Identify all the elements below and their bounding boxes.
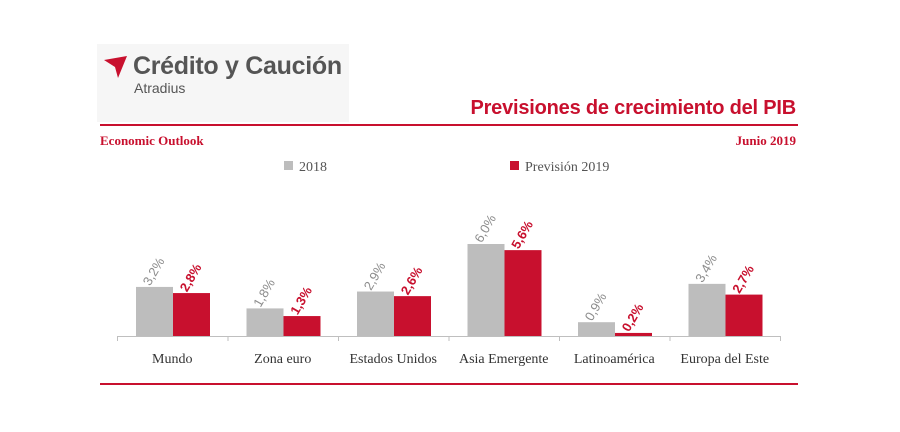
bar-2018 bbox=[688, 283, 726, 336]
bar-2019 bbox=[173, 293, 210, 336]
legend-label-2019: Previsión 2019 bbox=[525, 160, 610, 175]
brand-name: Crédito y Caución bbox=[133, 52, 342, 80]
logo-arrow-icon bbox=[104, 56, 127, 78]
data-label-2019: 5,6% bbox=[508, 218, 536, 252]
legend-item-2019: Previsión 2019 bbox=[510, 160, 609, 176]
data-label-2019: 2,8% bbox=[177, 261, 205, 295]
category-label: Estados Unidos bbox=[350, 352, 438, 367]
data-label-2018: 3,4% bbox=[692, 251, 720, 285]
bar-2019 bbox=[283, 316, 321, 336]
bar-2018 bbox=[246, 308, 284, 336]
category-label: Europa del Este bbox=[680, 352, 769, 367]
data-label-2018: 2,9% bbox=[361, 259, 389, 293]
bottom-divider bbox=[100, 383, 798, 385]
bar-2018 bbox=[357, 291, 394, 336]
data-label-2018: 3,2% bbox=[140, 254, 168, 288]
category-label: Mundo bbox=[152, 352, 192, 367]
data-label-2018: 1,8% bbox=[250, 276, 278, 310]
data-label-2018: 6,0% bbox=[471, 212, 499, 246]
chart-title: Previsiones de crecimiento del PIB bbox=[470, 97, 796, 119]
category-label: Asia Emergente bbox=[459, 352, 549, 367]
legend-label-2018: 2018 bbox=[299, 160, 327, 175]
bar-2018 bbox=[136, 286, 173, 336]
legend-swatch-2018 bbox=[284, 161, 293, 170]
bar-2019 bbox=[615, 332, 652, 336]
logo: Crédito y Caución Atradius bbox=[97, 44, 349, 122]
bar-2019 bbox=[725, 294, 763, 336]
bar-2018 bbox=[578, 322, 615, 336]
category-label: Zona euro bbox=[254, 352, 311, 367]
data-label-2019: 2,6% bbox=[398, 264, 426, 298]
top-divider bbox=[100, 124, 798, 126]
date-label: Junio 2019 bbox=[735, 133, 796, 148]
bar-2019 bbox=[394, 296, 431, 336]
data-label-2019: 0,2% bbox=[619, 300, 647, 334]
bar-2018 bbox=[467, 244, 505, 336]
data-label-2019: 1,3% bbox=[287, 284, 315, 318]
brand-sub: Atradius bbox=[134, 80, 186, 96]
legend-swatch-2019 bbox=[510, 161, 519, 170]
data-label-2018: 0,9% bbox=[582, 290, 610, 324]
legend-item-2018: 2018 bbox=[284, 160, 327, 176]
bar-2019 bbox=[504, 250, 542, 336]
category-label: Latinoamérica bbox=[574, 352, 656, 367]
data-label-2019: 2,7% bbox=[729, 262, 757, 296]
economic-outlook-label: Economic Outlook bbox=[100, 133, 204, 148]
